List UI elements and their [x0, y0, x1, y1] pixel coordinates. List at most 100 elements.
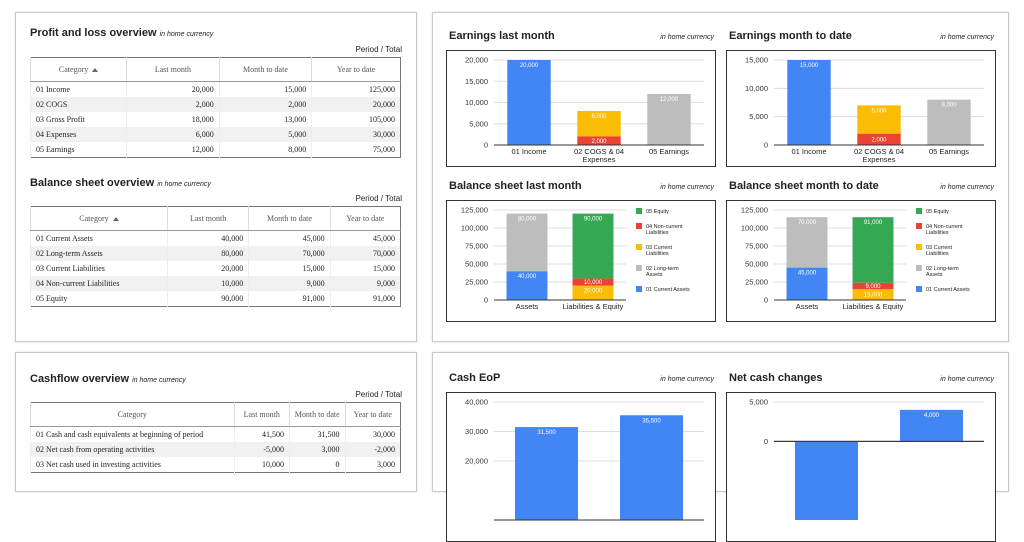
table-cell: 45,000	[248, 230, 331, 246]
table-cell: 13,000	[218, 112, 312, 127]
y-tick-label: 0	[484, 296, 488, 305]
table-row: 03 Current Liabilities 20,000 15,000 15,000	[30, 261, 401, 276]
data-label: 31,500	[537, 430, 556, 436]
bar	[515, 427, 578, 520]
bar	[795, 441, 858, 520]
data-label: 9,000	[865, 284, 881, 290]
column-header: Category	[29, 57, 127, 82]
column-header-text: Category	[58, 65, 89, 74]
dashboard: Profit and loss overview in home currenc…	[15, 12, 1009, 542]
table-cell: 04 Expenses	[29, 127, 127, 142]
table-cell: 10,000	[233, 457, 290, 473]
column-header-text: Last month	[189, 214, 227, 223]
column-header: Year to date	[329, 206, 401, 231]
table-row: 01 Income 20,000 15,000 125,000	[29, 81, 401, 97]
table-cell: 70,000	[248, 246, 331, 261]
y-tick-label: 100,000	[741, 224, 768, 233]
data-label: 8,000	[941, 103, 957, 109]
bar	[506, 213, 548, 272]
column-header-text: Last month	[243, 410, 280, 419]
bar	[572, 213, 614, 279]
table-cell: 01 Cash and cash equivalents at beginnin…	[30, 426, 234, 442]
legend-swatch	[636, 286, 642, 292]
table-row: 02 COGS 2,000 2,000 20,000	[29, 97, 401, 112]
table-cell: 91,000	[329, 291, 401, 307]
sort-icon	[112, 217, 119, 221]
table-row: 03 Gross Profit 18,000 13,000 105,000	[29, 112, 401, 127]
chart-header: Balance sheet last month in home currency	[446, 178, 716, 200]
data-label: 12,000	[660, 97, 679, 103]
legend-label: 01 Current Assets	[646, 287, 690, 293]
period-label: Period / Total	[355, 194, 402, 203]
table-cell: 75,000	[311, 142, 401, 158]
table-cell: 15,000	[329, 261, 401, 276]
table-cell: 125,000	[311, 81, 401, 97]
data-label: 35,500	[642, 418, 661, 424]
bar	[857, 105, 901, 134]
column-header-text: Month to date	[294, 410, 340, 419]
y-tick-label: 0	[764, 437, 768, 446]
bar	[620, 415, 683, 520]
table-cell: 45,000	[329, 230, 401, 246]
data-label: 70,000	[798, 220, 817, 226]
x-tick-label: 01 Income	[511, 147, 546, 156]
table-title: Profit and loss overview	[30, 27, 157, 39]
legend-label: 05 Equity	[646, 209, 669, 215]
table-cell: 20,000	[311, 97, 401, 112]
bar	[507, 60, 551, 145]
data-label: 20,000	[584, 289, 603, 295]
x-tick-label: Assets	[516, 302, 539, 311]
table-cell: 40,000	[166, 230, 249, 246]
bar	[577, 111, 621, 137]
cashflow-card: Cashflow overview in home currency Perio…	[15, 352, 417, 492]
table-cell: 02 COGS	[29, 97, 127, 112]
legend-swatch	[636, 223, 642, 229]
y-tick-label: 40,000	[465, 398, 488, 407]
column-header-text: Year to date	[336, 65, 376, 74]
pnl-table: Category Last month Month to date Year to d…	[29, 57, 401, 158]
table-cell: 3,000	[289, 442, 345, 457]
legend-swatch	[916, 265, 922, 271]
card-title: Balance sheet overview in home currency	[30, 177, 402, 191]
column-header-text: Month to date	[242, 65, 288, 74]
column-header: Last month	[126, 57, 220, 82]
data-label: 10,000	[584, 280, 603, 286]
data-label: 6,000	[591, 114, 607, 120]
legend-swatch	[916, 208, 922, 214]
period-label: Period / Total	[355, 45, 402, 54]
column-header: Month to date	[248, 206, 331, 231]
column-header: Category	[30, 402, 234, 427]
legend-label: 05 Equity	[926, 209, 949, 215]
table-cell: 12,000	[126, 142, 220, 158]
chart-header: Earnings month to date in home currency	[726, 28, 996, 50]
table-row: 02 Net cash from operating activities -5,…	[30, 442, 401, 457]
data-label: 15,000	[864, 293, 883, 299]
y-tick-label: 10,000	[465, 98, 488, 107]
bar	[577, 136, 621, 145]
y-tick-label: 25,000	[465, 278, 488, 287]
chart-subtitle: in home currency	[660, 376, 714, 383]
data-label: 91,000	[864, 220, 883, 226]
table-cell: 91,000	[248, 291, 331, 307]
table-cell: 05 Equity	[30, 291, 168, 307]
chart-title: Cash EoP	[449, 372, 501, 384]
column-header: Last month	[166, 206, 249, 231]
column-header: Year to date	[344, 402, 401, 427]
y-tick-label: 75,000	[745, 242, 768, 251]
chart-subtitle: in home currency	[940, 184, 994, 191]
x-tick-label: 01 Income	[791, 147, 826, 156]
y-tick-label: 125,000	[461, 206, 488, 215]
legend-label: 02 Long-term Assets	[646, 266, 679, 278]
chart: Earnings last month in home currency 0 5,00…	[446, 28, 716, 167]
legend-swatch	[636, 265, 642, 271]
legend-swatch	[636, 208, 642, 214]
period-label: Period / Total	[355, 390, 402, 399]
table-cell: 01 Income	[29, 81, 127, 97]
bar	[572, 285, 614, 300]
page: Financial overview dashboard {"profit_lo…	[15, 12, 1009, 542]
legend-label: 04 Non-current Liabilities	[926, 224, 963, 236]
table-title: Cashflow overview	[30, 373, 130, 385]
chart-frame: 0 5,000 4,000	[726, 392, 996, 542]
table-cell: 90,000	[166, 291, 249, 307]
y-tick-label: 50,000	[465, 260, 488, 269]
